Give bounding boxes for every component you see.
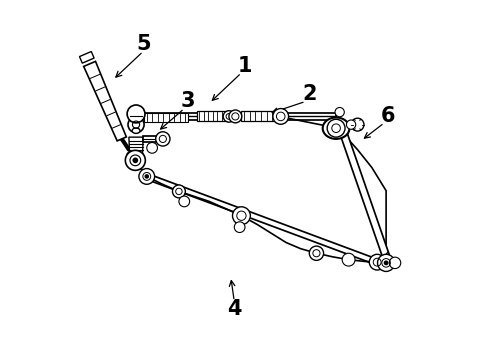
Text: 2: 2 (302, 84, 317, 104)
Polygon shape (79, 51, 94, 63)
Polygon shape (341, 134, 390, 258)
Circle shape (132, 157, 138, 163)
Circle shape (342, 253, 355, 266)
Circle shape (179, 196, 190, 207)
Circle shape (145, 175, 148, 178)
Text: 4: 4 (227, 298, 242, 319)
Ellipse shape (323, 117, 349, 139)
Ellipse shape (132, 128, 140, 134)
Circle shape (384, 261, 388, 265)
Circle shape (309, 246, 323, 260)
Circle shape (346, 120, 356, 129)
Ellipse shape (127, 151, 143, 157)
Circle shape (223, 111, 235, 122)
Polygon shape (242, 111, 281, 121)
Circle shape (273, 109, 289, 124)
Text: 5: 5 (136, 34, 150, 54)
Circle shape (139, 168, 155, 184)
Circle shape (172, 185, 185, 198)
Circle shape (335, 108, 344, 117)
Circle shape (327, 119, 345, 137)
Circle shape (125, 150, 146, 170)
Circle shape (128, 117, 144, 133)
Circle shape (369, 254, 385, 270)
Circle shape (147, 143, 157, 153)
Text: 6: 6 (381, 106, 395, 126)
Text: 1: 1 (238, 56, 252, 76)
Polygon shape (197, 111, 229, 121)
Polygon shape (136, 113, 336, 120)
Circle shape (377, 254, 394, 271)
Circle shape (234, 222, 245, 233)
Polygon shape (144, 113, 188, 122)
Polygon shape (146, 174, 378, 265)
Circle shape (229, 110, 242, 123)
Polygon shape (129, 137, 143, 155)
Circle shape (390, 257, 401, 269)
Polygon shape (84, 61, 126, 141)
Circle shape (232, 207, 250, 225)
Circle shape (351, 118, 364, 131)
Circle shape (127, 105, 145, 123)
Circle shape (156, 132, 170, 146)
Text: 3: 3 (181, 91, 195, 111)
Polygon shape (143, 136, 163, 142)
